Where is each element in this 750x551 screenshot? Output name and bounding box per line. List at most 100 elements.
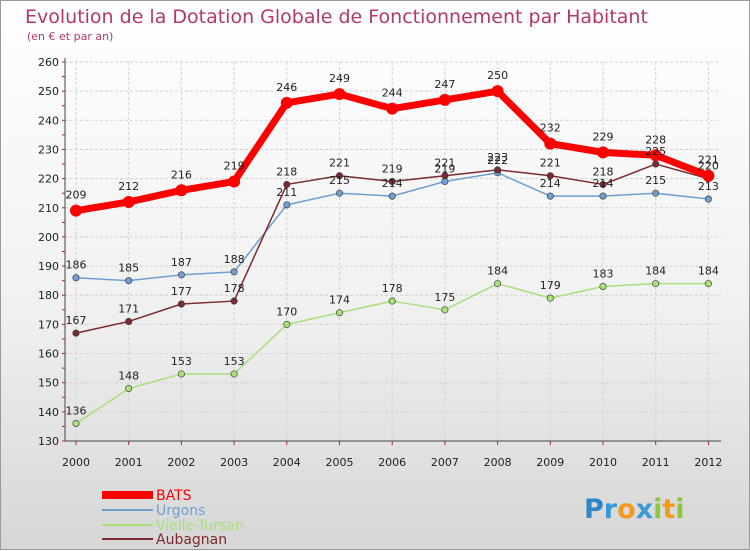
data-label-aubagnan-2011: 225 — [645, 145, 666, 158]
point-bats-2012 — [702, 169, 715, 182]
point-vielle-tursan-2009 — [546, 294, 554, 302]
data-label-vielle-tursan-2006: 178 — [382, 282, 403, 295]
y-tick-label-200: 200 — [38, 231, 59, 244]
data-label-urgons-2000: 186 — [66, 259, 87, 272]
data-label-bats-2011: 228 — [645, 133, 666, 146]
gridlines — [65, 61, 721, 442]
data-label-aubagnan-2007: 221 — [434, 157, 455, 170]
y-tick-label-260: 260 — [38, 56, 59, 69]
legend-label-aubagnan: Aubagnan — [156, 532, 227, 548]
series-group — [70, 85, 715, 428]
point-urgons-2005 — [335, 189, 343, 197]
point-urgons-2011 — [652, 189, 660, 197]
data-label-bats-2010: 229 — [593, 130, 614, 143]
data-label-aubagnan-2001: 171 — [118, 302, 139, 315]
y-tick-label-210: 210 — [38, 202, 59, 215]
point-bats-2005 — [333, 88, 346, 101]
y-tick-label-150: 150 — [38, 377, 59, 390]
point-bats-2009 — [544, 137, 557, 150]
data-label-bats-2008: 250 — [487, 69, 508, 82]
point-aubagnan-2002 — [177, 300, 185, 308]
data-label-urgons-2005: 215 — [329, 174, 350, 187]
data-label-bats-2005: 249 — [329, 72, 350, 85]
data-label-bats-2003: 219 — [224, 160, 245, 173]
data-label-aubagnan-2008: 223 — [487, 151, 508, 164]
point-aubagnan-2009 — [546, 172, 554, 180]
point-urgons-2004 — [283, 201, 291, 209]
proxiti-logo: Proxiti — [584, 494, 685, 525]
data-label-vielle-tursan-2011: 184 — [645, 265, 666, 278]
data-label-bats-2004: 246 — [276, 81, 297, 94]
data-label-bats-2006: 244 — [382, 87, 403, 100]
x-tick-label-2006: 2006 — [378, 456, 406, 469]
data-label-vielle-tursan-2003: 153 — [224, 355, 245, 368]
data-label-vielle-tursan-2004: 170 — [276, 305, 297, 318]
point-vielle-tursan-2004 — [283, 320, 291, 328]
data-label-vielle-tursan-2005: 174 — [329, 294, 350, 307]
data-label-urgons-2011: 215 — [645, 174, 666, 187]
point-bats-2011 — [649, 149, 662, 162]
point-bats-2008 — [491, 85, 504, 98]
y-tick-label-240: 240 — [38, 114, 59, 127]
chart-title: Evolution de la Dotation Globale de Fonc… — [25, 6, 648, 28]
x-tick-label-2003: 2003 — [220, 456, 248, 469]
point-vielle-tursan-2005 — [335, 309, 343, 317]
point-bats-2007 — [438, 93, 451, 106]
point-bats-2000 — [70, 204, 82, 217]
data-label-bats-2009: 232 — [540, 122, 561, 135]
y-tick-label-160: 160 — [38, 348, 59, 361]
legend-label-bats: BATS — [156, 488, 192, 504]
y-tick-label-250: 250 — [38, 85, 59, 98]
point-aubagnan-2005 — [335, 172, 343, 180]
point-urgons-2002 — [177, 271, 185, 279]
data-label-vielle-tursan-2000: 136 — [66, 405, 87, 418]
y-tick-label-180: 180 — [38, 289, 59, 302]
point-vielle-tursan-2000 — [72, 420, 80, 428]
data-label-aubagnan-2009: 221 — [540, 157, 561, 170]
chart-subtitle: (en € et par an) — [27, 30, 113, 43]
x-tick-label-2011: 2011 — [642, 456, 670, 469]
data-label-vielle-tursan-2002: 153 — [171, 355, 192, 368]
point-bats-2003 — [228, 175, 241, 188]
logo-letter-p: P — [584, 494, 604, 525]
data-label-vielle-tursan-2007: 175 — [434, 291, 455, 304]
x-tick-label-2002: 2002 — [167, 456, 195, 469]
data-label-bats-2001: 212 — [118, 180, 139, 193]
point-aubagnan-2006 — [388, 178, 396, 186]
point-vielle-tursan-2010 — [599, 282, 607, 290]
point-aubagnan-2007 — [441, 172, 449, 180]
point-vielle-tursan-2007 — [441, 306, 449, 314]
point-aubagnan-2001 — [125, 317, 133, 325]
point-vielle-tursan-2003 — [230, 370, 238, 378]
x-tick-label-2008: 2008 — [484, 456, 512, 469]
point-aubagnan-2003 — [230, 297, 238, 305]
data-label-urgons-2002: 187 — [171, 256, 192, 269]
data-label-urgons-2009: 214 — [540, 177, 561, 190]
y-tick-label-190: 190 — [38, 260, 59, 273]
data-label-urgons-2001: 185 — [118, 262, 139, 275]
x-tick-label-2005: 2005 — [326, 456, 354, 469]
data-label-vielle-tursan-2010: 183 — [593, 267, 614, 280]
logo-letter-i1: i — [653, 494, 662, 525]
point-aubagnan-2011 — [652, 160, 660, 168]
x-tick-label-2012: 2012 — [694, 456, 722, 469]
data-label-bats-2012: 221 — [698, 154, 719, 167]
point-bats-2002 — [175, 184, 188, 197]
point-urgons-2003 — [230, 268, 238, 276]
y-tick-label-140: 140 — [38, 406, 59, 419]
point-urgons-2001 — [125, 277, 133, 285]
x-tick-label-2007: 2007 — [431, 456, 459, 469]
point-aubagnan-2004 — [283, 180, 291, 188]
y-tick-label-230: 230 — [38, 143, 59, 156]
data-label-bats-2007: 247 — [434, 78, 455, 91]
y-tick-label-220: 220 — [38, 173, 59, 186]
x-tick-label-2000: 2000 — [62, 456, 90, 469]
point-aubagnan-2010 — [599, 180, 607, 188]
x-tick-label-2009: 2009 — [536, 456, 564, 469]
point-vielle-tursan-2011 — [652, 280, 660, 288]
y-tick-label-130: 130 — [38, 435, 59, 448]
data-label-aubagnan-2004: 218 — [276, 165, 297, 178]
point-bats-2010 — [597, 146, 609, 159]
data-label-aubagnan-2003: 178 — [224, 282, 245, 295]
